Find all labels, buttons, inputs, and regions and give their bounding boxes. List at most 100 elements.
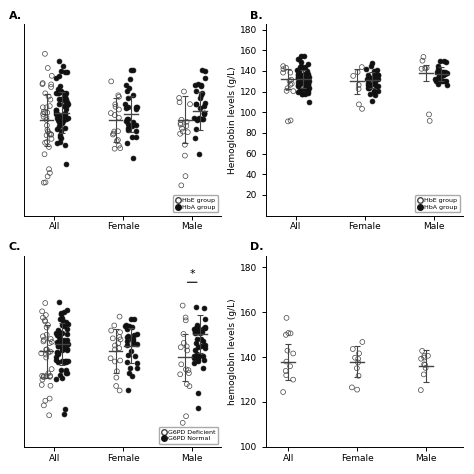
Point xyxy=(179,128,187,136)
Point xyxy=(201,109,208,117)
Point xyxy=(182,412,190,420)
Point xyxy=(45,165,53,173)
Point xyxy=(302,77,310,84)
Point xyxy=(54,114,61,122)
Point xyxy=(54,351,62,358)
Point xyxy=(370,88,378,95)
Point xyxy=(52,330,60,337)
Point xyxy=(305,84,313,91)
Point xyxy=(298,90,306,98)
Point xyxy=(306,77,313,85)
Point xyxy=(60,94,67,102)
Point xyxy=(180,339,188,346)
Point xyxy=(294,75,301,82)
Text: D.: D. xyxy=(250,242,264,252)
Point xyxy=(121,322,129,330)
Point xyxy=(115,93,123,100)
Point xyxy=(111,342,119,349)
Point xyxy=(64,320,72,328)
Point xyxy=(53,375,60,383)
Point xyxy=(57,329,64,337)
Point xyxy=(41,317,49,324)
Point xyxy=(201,323,209,331)
Point xyxy=(126,75,134,83)
Point xyxy=(298,52,305,60)
Point xyxy=(115,114,123,121)
Point xyxy=(44,173,51,180)
Point xyxy=(198,328,206,335)
Point xyxy=(279,388,287,396)
Point xyxy=(129,339,137,346)
Point xyxy=(46,102,54,110)
Point xyxy=(417,355,425,363)
Point xyxy=(198,116,206,123)
Point xyxy=(62,97,69,105)
Point xyxy=(435,65,442,73)
Point xyxy=(374,88,382,95)
Point xyxy=(298,58,305,66)
Point xyxy=(305,88,312,95)
Point xyxy=(191,134,199,142)
Point xyxy=(62,366,70,374)
Point xyxy=(424,352,432,360)
Point xyxy=(55,328,63,336)
Point xyxy=(201,315,209,323)
Point xyxy=(60,90,68,97)
Point xyxy=(108,78,115,85)
Point xyxy=(355,81,363,89)
Point xyxy=(197,335,205,343)
Point xyxy=(117,357,124,365)
Point xyxy=(58,374,66,382)
Point xyxy=(374,71,382,79)
Point xyxy=(192,100,200,108)
Point xyxy=(64,346,71,353)
Point xyxy=(192,87,200,95)
Point xyxy=(61,405,68,412)
Point xyxy=(417,386,425,394)
Point xyxy=(183,343,191,350)
Point xyxy=(61,102,68,109)
Point xyxy=(301,52,308,60)
Point xyxy=(52,90,59,97)
Point xyxy=(288,80,295,87)
Point xyxy=(196,151,203,158)
Point xyxy=(304,90,312,97)
Point xyxy=(62,358,70,366)
Point xyxy=(287,117,294,124)
Point xyxy=(128,133,136,140)
Point xyxy=(115,91,122,99)
Point xyxy=(420,352,428,360)
Point xyxy=(418,65,425,73)
Point xyxy=(287,76,295,83)
Point xyxy=(294,88,301,96)
Point xyxy=(304,61,311,68)
Point xyxy=(56,337,64,345)
Point xyxy=(192,303,200,311)
Point xyxy=(283,314,290,322)
Point xyxy=(55,73,63,80)
Point xyxy=(297,73,305,80)
Point xyxy=(113,374,120,382)
Point xyxy=(437,70,444,78)
Point xyxy=(107,109,115,117)
Point xyxy=(45,370,52,377)
Point xyxy=(420,354,428,361)
Point xyxy=(57,310,65,317)
Point xyxy=(294,82,302,90)
Point xyxy=(194,356,202,363)
Point xyxy=(38,308,46,315)
Point xyxy=(55,85,62,92)
Point xyxy=(194,357,202,365)
Point xyxy=(181,152,189,159)
Point xyxy=(201,109,208,117)
Point xyxy=(43,324,50,331)
Point xyxy=(123,117,130,125)
Point xyxy=(176,130,184,137)
Point xyxy=(421,361,429,369)
Point xyxy=(38,381,46,389)
Point xyxy=(371,87,378,94)
Point xyxy=(114,136,122,144)
Point xyxy=(199,352,206,359)
Point xyxy=(57,96,65,103)
Point xyxy=(301,73,308,81)
